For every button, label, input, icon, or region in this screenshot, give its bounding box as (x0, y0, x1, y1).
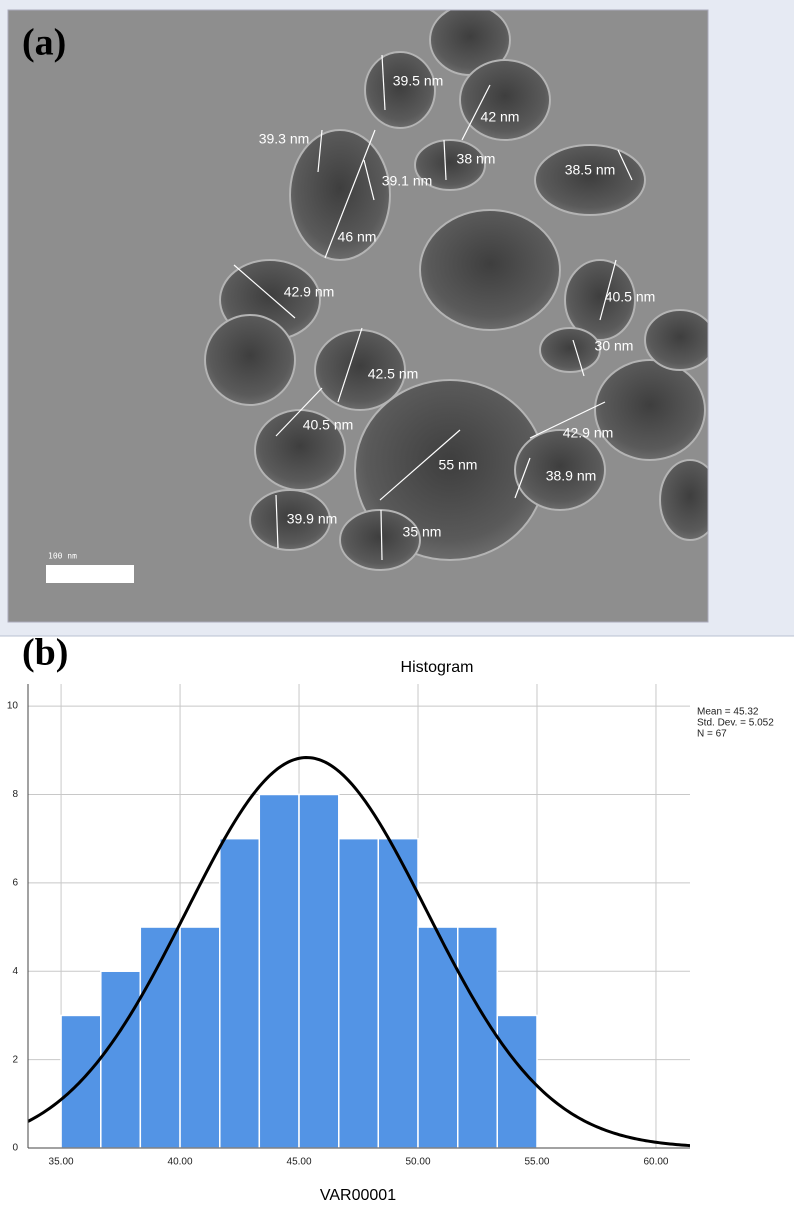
measurement-label: 39.3 nm (259, 131, 310, 147)
x-tick-label: 60.00 (643, 1157, 668, 1168)
measurement-label: 38.9 nm (546, 468, 597, 484)
chart-title: Histogram (401, 659, 474, 676)
y-tick-label: 4 (12, 966, 18, 977)
bar (100, 970, 142, 1149)
x-tick-label: 35.00 (49, 1157, 74, 1168)
measurement-label: 39.5 nm (393, 73, 444, 89)
bar (179, 926, 221, 1149)
measurement-label: 38.5 nm (565, 162, 616, 178)
y-tick-label: 0 (12, 1143, 18, 1154)
bar (496, 1014, 538, 1149)
x-axis-label: VAR00001 (320, 1187, 396, 1204)
measurement-label: 38 nm (457, 151, 496, 167)
tem-image (8, 10, 708, 622)
y-tick-label: 8 (12, 789, 18, 800)
measurement-label: 42.5 nm (368, 366, 419, 382)
measurement-label: 30 nm (595, 338, 634, 354)
bar (338, 837, 380, 1149)
measurement-label: 42 nm (481, 109, 520, 125)
measurement-label: 39.9 nm (287, 511, 338, 527)
measurement-label: 39.1 nm (382, 173, 433, 189)
x-tick-label: 45.00 (287, 1157, 312, 1168)
x-tick-label: 55.00 (524, 1157, 549, 1168)
bar (219, 837, 261, 1149)
measurement-label: 40.5 nm (605, 289, 656, 305)
bar (258, 793, 300, 1149)
bar (298, 793, 340, 1149)
measurement-label: 42.9 nm (563, 425, 614, 441)
scale-bar-label: 100 nm (48, 552, 77, 561)
y-tick-label: 2 (12, 1054, 18, 1065)
bar (377, 837, 419, 1149)
y-tick-label: 10 (7, 701, 19, 712)
measurement-label: 40.5 nm (303, 417, 354, 433)
measurement-label: 55 nm (439, 457, 478, 473)
stat-label: Mean = 45.32 (697, 707, 759, 718)
normal-curve (28, 756, 690, 1148)
measurement-label: 46 nm (338, 229, 377, 245)
stat-label: N = 67 (697, 729, 727, 740)
stat-label: Std. Dev. = 5.052 (697, 718, 774, 729)
image-frame (7, 9, 709, 623)
panel-label: (b) (22, 632, 68, 674)
bar (417, 926, 459, 1149)
panel-label: (a) (22, 22, 66, 64)
y-tick-label: 6 (12, 877, 18, 888)
measurement-label: 35 nm (403, 524, 442, 540)
x-tick-label: 40.00 (168, 1157, 193, 1168)
measurement-label: 42.9 nm (284, 284, 335, 300)
x-tick-label: 50.00 (405, 1157, 430, 1168)
bar (457, 926, 499, 1149)
